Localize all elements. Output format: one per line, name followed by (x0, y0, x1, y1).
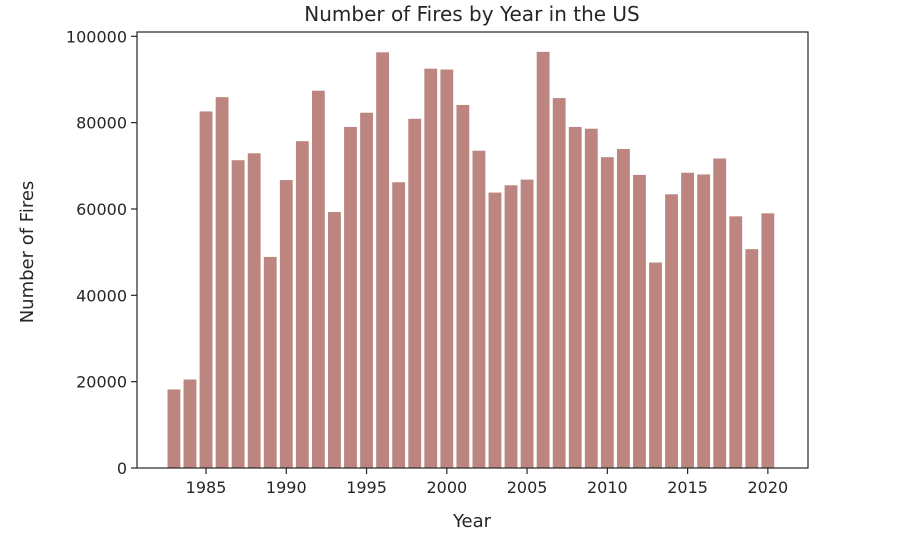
bar-2008 (568, 126, 582, 468)
y-tick-label: 40000 (76, 286, 127, 305)
bar-2017 (713, 158, 727, 469)
y-tick-label: 100000 (66, 27, 127, 46)
bar-1988 (247, 153, 261, 469)
x-tick-label: 2020 (748, 478, 789, 497)
chart-title: Number of Fires by Year in the US (304, 2, 640, 26)
x-tick-label: 1995 (346, 478, 387, 497)
bar-1992 (311, 90, 325, 469)
bar-2005 (520, 179, 534, 468)
x-axis-label: Year (452, 511, 492, 532)
bar-1986 (215, 97, 229, 469)
bar-2018 (729, 216, 743, 468)
plot-frame (136, 31, 809, 469)
bar-2000 (440, 69, 454, 468)
y-tick-label: 0 (117, 459, 127, 478)
bar-2003 (488, 192, 502, 468)
x-axis-ticks: 1985 1990 1995 2000 2005 2010 2015 2020 (186, 468, 789, 497)
bar-2009 (584, 128, 598, 468)
y-tick-label: 60000 (76, 200, 127, 219)
bar-2014 (665, 194, 678, 468)
bar-1991 (295, 141, 309, 468)
bar-2019 (745, 249, 759, 468)
bar-1999 (424, 68, 438, 468)
bar-2011 (616, 148, 630, 469)
bar-2012 (633, 174, 646, 468)
y-axis-label: Number of Fires (17, 181, 38, 324)
x-tick-label: 2010 (587, 478, 628, 497)
bar-2004 (504, 185, 518, 468)
y-tick-label: 20000 (76, 373, 127, 392)
y-axis-ticks: 0 20000 40000 60000 80000 100000 (66, 27, 137, 478)
bar-1998 (408, 118, 422, 469)
x-tick-label: 1990 (266, 478, 307, 497)
y-tick-label: 80000 (76, 114, 127, 133)
bars-group (167, 51, 775, 469)
x-tick-label: 2015 (667, 478, 708, 497)
bar-2016 (697, 174, 711, 468)
bar-1996 (376, 52, 390, 468)
x-tick-label: 2005 (507, 478, 548, 497)
x-tick-label: 1985 (186, 478, 227, 497)
bar-2010 (600, 157, 614, 468)
bar-1997 (392, 182, 406, 469)
bar-2007 (552, 98, 566, 469)
bar-2013 (649, 262, 662, 468)
bar-1985 (199, 111, 213, 469)
bar-1989 (263, 256, 277, 468)
bar-1983 (167, 389, 181, 468)
bar-1984 (183, 379, 197, 468)
bar-2002 (472, 150, 486, 468)
bar-1990 (279, 180, 293, 468)
bar-1987 (231, 160, 245, 468)
x-tick-label: 2000 (426, 478, 467, 497)
bar-2001 (456, 104, 470, 468)
bar-2006 (536, 51, 550, 469)
bar-1993 (328, 212, 341, 468)
bar-2020 (761, 213, 775, 468)
bar-1994 (344, 126, 357, 468)
bar-2015 (681, 172, 695, 469)
bar-1995 (360, 112, 373, 468)
